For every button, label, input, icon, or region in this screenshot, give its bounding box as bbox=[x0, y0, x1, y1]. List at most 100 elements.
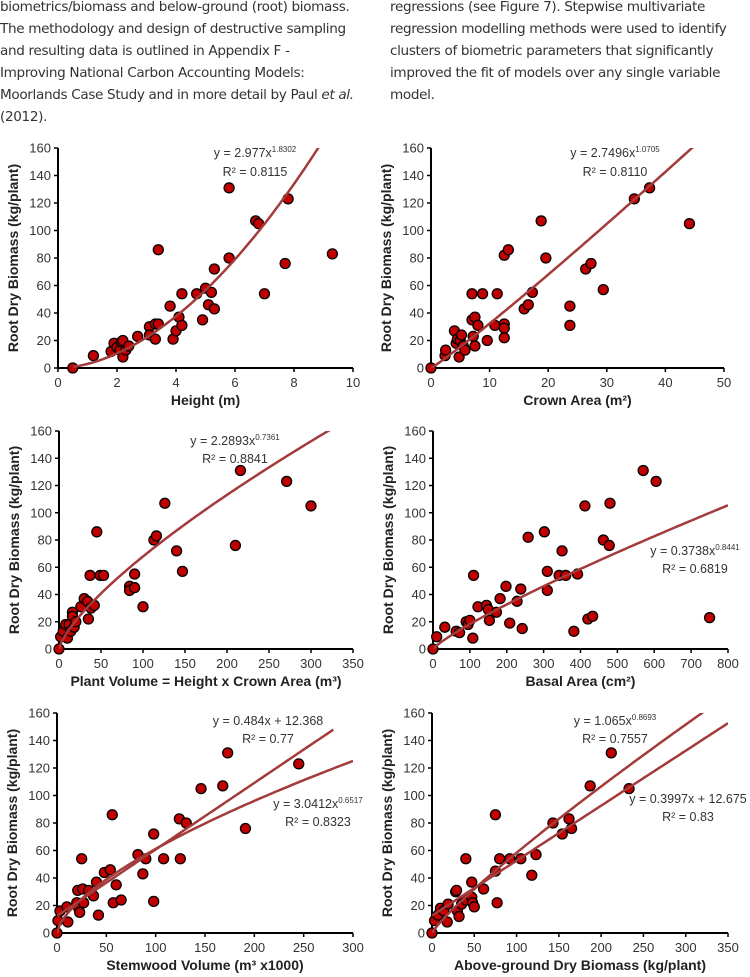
data-point bbox=[76, 853, 88, 865]
y-tick-label: 160 bbox=[29, 141, 51, 156]
y-tick-label: 0 bbox=[418, 926, 425, 941]
y-tick-label: 80 bbox=[38, 533, 52, 548]
x-tick-label: 200 bbox=[216, 656, 238, 671]
data-point bbox=[279, 257, 291, 270]
r-squared-label: R² = 0.8323 bbox=[285, 815, 351, 829]
data-point bbox=[459, 344, 471, 356]
chart-3: 0 20 40 60 80 100 120 140 160 0 50 100 150 200 250 300 3… bbox=[6, 424, 364, 690]
y-tick-label: 120 bbox=[402, 196, 424, 211]
x-tick-label: 300 bbox=[300, 656, 322, 671]
x-tick-label: 400 bbox=[570, 656, 592, 671]
y-tick-label: 140 bbox=[404, 451, 426, 466]
data-point bbox=[585, 257, 597, 270]
data-point bbox=[481, 334, 493, 347]
y-tick-label: 60 bbox=[412, 560, 426, 575]
data-point bbox=[82, 613, 95, 625]
x-tick-label: 500 bbox=[607, 656, 629, 671]
x-tick-label: 350 bbox=[717, 940, 739, 955]
data-point bbox=[535, 215, 547, 227]
x-axis-title: Plant Volume = Height x Crown Area (m³) bbox=[70, 673, 341, 689]
data-point bbox=[504, 617, 516, 629]
x-tick-label: 150 bbox=[174, 656, 196, 671]
data-point bbox=[541, 565, 553, 577]
y-tick-label: 120 bbox=[29, 196, 51, 211]
text-line: model. bbox=[390, 87, 435, 103]
data-point bbox=[87, 349, 100, 362]
data-point bbox=[431, 631, 443, 643]
trendline-equation: y = 0.3997x + 12.675 bbox=[629, 792, 747, 806]
equation-base: y = 0.3997x + 12.675 bbox=[629, 792, 747, 806]
data-point bbox=[476, 288, 489, 300]
data-point bbox=[468, 901, 480, 913]
data-point bbox=[223, 182, 235, 194]
x-tick-label: 100 bbox=[506, 940, 528, 955]
trendline bbox=[57, 759, 353, 933]
y-tick-label: 160 bbox=[30, 424, 52, 439]
data-point bbox=[469, 340, 481, 352]
x-tick-label: 200 bbox=[590, 940, 612, 955]
data-point bbox=[196, 314, 209, 326]
data-point bbox=[159, 497, 171, 509]
y-axis-title: Root Dry Biomass (kg/plant) bbox=[378, 164, 394, 352]
equation-base: y = 2.977x bbox=[214, 146, 273, 160]
data-point bbox=[97, 569, 110, 582]
data-point bbox=[137, 601, 149, 613]
data-point bbox=[164, 300, 176, 312]
x-tick-label: 2 bbox=[113, 375, 120, 390]
data-point bbox=[280, 475, 293, 488]
y-tick-label: 20 bbox=[411, 898, 425, 913]
data-point bbox=[483, 614, 496, 627]
data-point bbox=[110, 879, 122, 891]
equation-base: y = 0.3738x bbox=[650, 544, 716, 558]
y-tick-label: 100 bbox=[403, 788, 425, 803]
data-point bbox=[605, 747, 617, 759]
x-tick-label: 0 bbox=[427, 375, 434, 390]
data-point bbox=[149, 333, 162, 345]
y-tick-label: 120 bbox=[404, 478, 426, 493]
data-point bbox=[467, 632, 479, 644]
data-point bbox=[563, 813, 575, 825]
x-axis-title: Above-ground Dry Biomass (kg/plant) bbox=[454, 957, 706, 973]
data-point bbox=[455, 329, 468, 341]
y-axis-title: Root Dry Biomass (kg/plant) bbox=[5, 164, 21, 352]
y-tick-label: 60 bbox=[37, 278, 51, 293]
x-tick-label: 8 bbox=[290, 375, 297, 390]
chart-6: 0 20 40 60 80 100 120 140 160 0 50 100 150 200 250 300 3… bbox=[379, 706, 747, 974]
data-point bbox=[439, 344, 452, 356]
chart-1: 0 20 40 60 80 100 120 140 160 0 2 4 6 8 10 Height (m) Ro… bbox=[5, 141, 360, 409]
trendline-equation: y = 2.2893x0.7361 bbox=[190, 433, 280, 448]
x-tick-label: 600 bbox=[643, 656, 665, 671]
text-fragment: Moorlands Case Study and in more detail … bbox=[0, 87, 322, 103]
y-tick-label: 100 bbox=[404, 505, 426, 520]
trendline bbox=[431, 148, 694, 368]
trendline-equation: y = 1.065x0.8693 bbox=[574, 713, 657, 728]
data-point bbox=[305, 500, 317, 512]
y-tick-label: 20 bbox=[412, 614, 426, 629]
x-axis-title: Crown Area (m²) bbox=[523, 392, 631, 408]
citation-et-al: et al. bbox=[321, 87, 354, 103]
data-point bbox=[587, 610, 599, 622]
data-point bbox=[515, 583, 527, 595]
data-point bbox=[538, 526, 551, 538]
x-tick-label: 0 bbox=[55, 656, 62, 671]
data-point bbox=[467, 569, 480, 582]
y-tick-label: 120 bbox=[28, 761, 50, 776]
y-tick-label: 160 bbox=[28, 706, 50, 721]
data-point bbox=[516, 622, 528, 635]
data-point bbox=[603, 539, 615, 552]
text-line: improved the fit of models over any sing… bbox=[390, 65, 721, 81]
r-squared-label: R² = 0.8110 bbox=[583, 165, 648, 179]
x-tick-label: 700 bbox=[680, 656, 702, 671]
x-tick-label: 250 bbox=[293, 940, 315, 955]
trendline-equation: y = 2.977x1.8302 bbox=[214, 145, 297, 160]
data-point bbox=[104, 864, 116, 876]
data-point bbox=[115, 894, 127, 906]
data-point bbox=[604, 497, 616, 509]
x-tick-label: 6 bbox=[231, 375, 238, 390]
y-tick-label: 40 bbox=[37, 306, 51, 321]
equation-exponent: 0.7361 bbox=[255, 433, 280, 442]
y-tick-label: 20 bbox=[36, 898, 50, 913]
trendline bbox=[432, 722, 728, 917]
data-point bbox=[522, 531, 534, 543]
r-squared-label: R² = 0.83 bbox=[662, 810, 714, 824]
